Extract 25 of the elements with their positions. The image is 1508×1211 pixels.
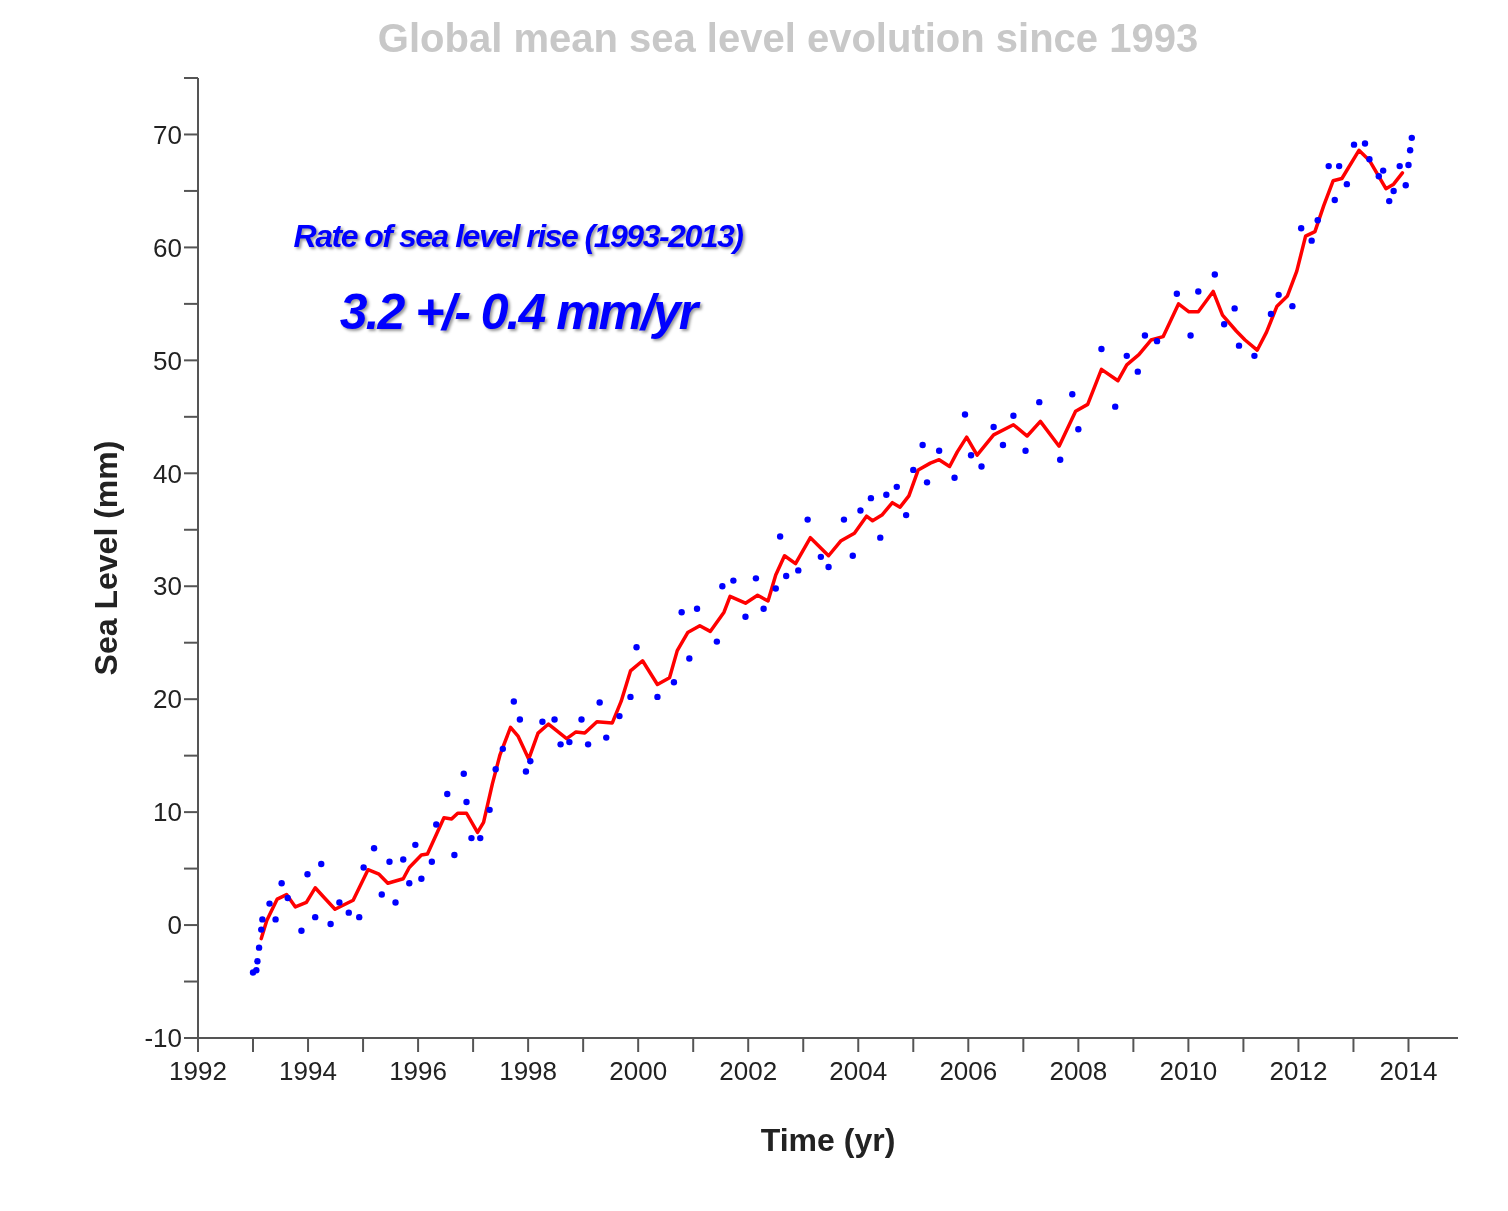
- y-tick-label: 40: [153, 458, 182, 489]
- annotation: Rate of sea level rise (1993-2013): [293, 218, 743, 254]
- x-axis-title: Time (yr): [760, 1121, 896, 1158]
- y-tick-label: 60: [153, 232, 182, 263]
- y-tick-label: 20: [153, 684, 182, 715]
- y-tick-label: 50: [153, 345, 182, 376]
- x-tick-label: 1998: [499, 1056, 558, 1087]
- x-tick-label: 2012: [1269, 1056, 1328, 1087]
- y-tick-label: 0: [167, 910, 182, 941]
- x-tick-label: 2008: [1049, 1056, 1108, 1087]
- x-tick-label: 1992: [169, 1056, 227, 1087]
- y-tick-label: -10: [144, 1023, 182, 1054]
- x-tick-label: 2014: [1379, 1056, 1438, 1087]
- x-tick-label: 2006: [939, 1056, 998, 1087]
- annotation: 3.2 +/- 0.4 mm/yr: [338, 283, 701, 341]
- y-tick-label: 30: [153, 571, 182, 602]
- x-tick-label: 1994: [279, 1056, 337, 1087]
- y-tick-label: 10: [153, 797, 182, 828]
- x-tick-label: 2004: [829, 1056, 888, 1087]
- x-tick-label: 2010: [1159, 1056, 1218, 1087]
- x-tick-label: 2002: [719, 1056, 778, 1087]
- x-tick-label: 2000: [609, 1056, 668, 1087]
- y-tick-label: 70: [153, 119, 182, 150]
- x-tick-label: 1996: [389, 1056, 448, 1087]
- y-axis-title: Sea Level (mm): [88, 440, 125, 676]
